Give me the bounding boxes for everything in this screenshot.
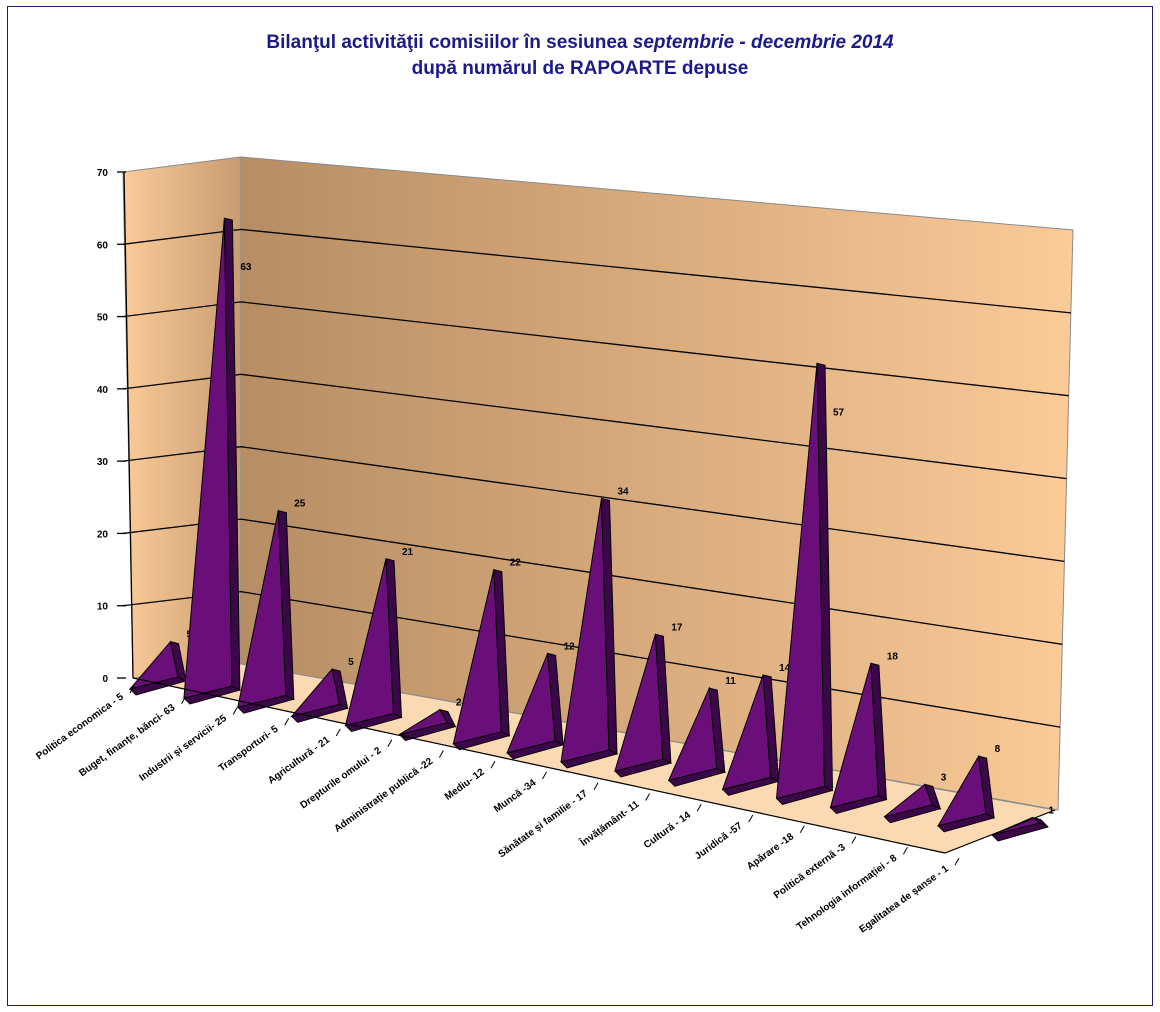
bar-side-face — [924, 783, 942, 810]
y-tick-label-20: 20 — [97, 529, 109, 540]
x-tick-15 — [903, 847, 908, 855]
data-label-3: 5 — [348, 657, 354, 668]
data-label-2: 25 — [294, 499, 306, 510]
x-tick-7 — [490, 761, 496, 769]
bar-8: 34 — [560, 486, 630, 769]
x-tick-3 — [284, 718, 290, 726]
title-line-2: după numărul de RAPOARTE depuse — [411, 58, 749, 79]
bar-7: 12 — [506, 641, 576, 760]
back-wall — [240, 156, 1074, 811]
category-label-10: Învățământ- 11 — [577, 797, 642, 849]
title-line-1: Bilanţul activităţii comisiilor în sesiu… — [0, 30, 1160, 56]
bar-side-face — [762, 674, 780, 783]
bar-15: 8 — [937, 744, 1001, 833]
chart-bars: 5632552122212341711145718381 — [128, 217, 1055, 842]
gridline-20 — [122, 518, 1063, 645]
category-label-12: Juridică -57 — [693, 820, 745, 862]
data-label-15: 8 — [995, 744, 1001, 755]
data-label-13: 18 — [887, 651, 899, 662]
x-tick-9 — [593, 782, 599, 790]
bar-side-face — [870, 662, 887, 801]
x-tick-11 — [696, 804, 702, 812]
category-label-3: Transporturi- 5 — [217, 724, 281, 775]
y-axis-line — [123, 171, 134, 679]
data-label-8: 34 — [618, 486, 630, 497]
data-label-1: 63 — [240, 262, 252, 273]
x-tick-1 — [181, 696, 186, 704]
bar-6: 22 — [452, 558, 522, 751]
y-axis: 0 10 20 30 40 50 60 70 — [97, 168, 134, 685]
bar-16: 1 — [991, 806, 1055, 842]
bar-9: 17 — [614, 622, 683, 778]
data-label-7: 12 — [564, 641, 576, 652]
y-tick-label-60: 60 — [97, 240, 109, 251]
y-tick-label-0: 0 — [102, 674, 108, 685]
data-label-6: 22 — [510, 558, 522, 569]
bar-side-face — [978, 755, 995, 819]
data-label-10: 11 — [725, 676, 736, 687]
bar-side-face — [708, 687, 726, 774]
x-tick-16 — [954, 857, 960, 866]
x-tick-12 — [748, 814, 754, 823]
x-tick-4 — [335, 728, 341, 737]
x-tick-10 — [645, 793, 651, 801]
bar-side-face — [277, 510, 295, 701]
gridline-30 — [122, 446, 1065, 563]
data-label-4: 21 — [402, 547, 414, 558]
bar-10: 11 — [667, 676, 736, 787]
x-axis-depth-line — [944, 809, 1056, 854]
data-label-5: 2 — [456, 698, 462, 709]
chart-title: Bilanţul activităţii comisiilor în sesiu… — [0, 30, 1160, 82]
category-label-8: Muncă -34 — [492, 777, 538, 815]
category-label-7: Mediu- 12 — [443, 767, 487, 803]
bar-side-face — [493, 568, 510, 737]
data-label-14: 3 — [941, 772, 947, 783]
x-tick-14 — [851, 836, 857, 844]
x-tick-6 — [438, 750, 444, 758]
x-tick-0 — [129, 685, 135, 694]
bar-side-face — [600, 497, 618, 755]
bar-14: 3 — [883, 772, 947, 824]
bar-side-face — [169, 641, 187, 682]
bar-side-face — [385, 558, 403, 719]
gridline-60 — [122, 228, 1071, 314]
x-tick-8 — [542, 771, 547, 780]
bar-side-face — [547, 652, 564, 746]
bar-13: 18 — [829, 651, 899, 815]
data-label-11: 14 — [779, 663, 791, 674]
bar-side-face — [331, 668, 349, 710]
x-tick-13 — [799, 825, 805, 833]
bar-side-face — [438, 708, 457, 728]
gridline-40 — [122, 373, 1067, 480]
bar-12: 57 — [775, 362, 845, 805]
y-tick-label-10: 10 — [97, 602, 109, 613]
bar-2: 25 — [237, 499, 306, 714]
bar-5: 2 — [398, 698, 462, 742]
category-label-4: Agricultură - 21 — [266, 734, 332, 786]
gridline-50 — [122, 301, 1069, 397]
category-label-13: Apărare -18 — [745, 831, 796, 873]
data-label-9: 17 — [671, 622, 683, 633]
bar-side-face — [223, 217, 241, 691]
bar-side-face — [1032, 817, 1049, 828]
bar-side-face — [816, 362, 834, 792]
y-tick-label-30: 30 — [97, 457, 109, 468]
bar-1: 63 — [183, 217, 252, 705]
bar-11: 14 — [721, 663, 791, 796]
x-tick-5 — [387, 739, 393, 747]
y-tick-label-70: 70 — [97, 168, 109, 179]
title-line-1-italic: septembrie - decembrie 2014 — [632, 32, 894, 53]
data-label-12: 57 — [833, 407, 845, 418]
bar-side-face — [654, 633, 672, 764]
category-label-11: Cultură - 14 — [642, 810, 693, 851]
x-tick-2 — [232, 707, 238, 715]
y-tick-label-50: 50 — [97, 313, 109, 324]
bar-3: 5 — [290, 657, 354, 723]
y-tick-label-40: 40 — [97, 385, 109, 396]
title-line-1-prefix: Bilanţul activităţii comisiilor în sesiu… — [266, 32, 633, 53]
x-axis-line — [132, 677, 946, 854]
